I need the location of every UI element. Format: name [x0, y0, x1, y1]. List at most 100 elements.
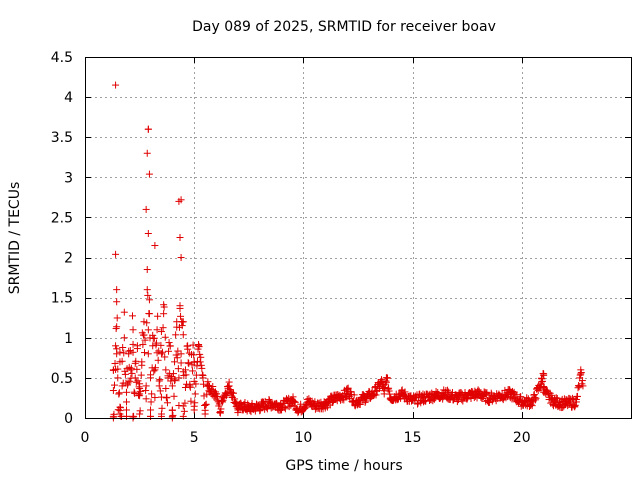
x-tick-label: 5	[190, 430, 199, 446]
data-point	[290, 397, 298, 405]
data-point	[153, 339, 161, 347]
data-point	[545, 390, 553, 398]
data-point	[121, 370, 129, 378]
data-point	[552, 394, 560, 402]
data-point	[186, 380, 194, 388]
data-point	[196, 350, 204, 358]
data-point	[411, 392, 419, 400]
data-point	[133, 345, 141, 353]
x-tick-label: 0	[81, 430, 90, 446]
data-point	[569, 394, 577, 402]
data-point	[287, 401, 295, 409]
y-tick-label: 0.5	[51, 371, 73, 387]
data-point	[417, 392, 425, 400]
data-point	[540, 371, 548, 379]
data-point	[112, 342, 120, 350]
data-point	[381, 384, 389, 392]
data-point	[201, 402, 209, 410]
data-point	[171, 377, 179, 385]
data-point	[578, 377, 586, 385]
data-point	[133, 365, 141, 373]
y-tick-label: 1.5	[51, 291, 73, 307]
data-point	[109, 387, 117, 395]
data-point	[165, 347, 173, 355]
data-point	[281, 403, 289, 411]
data-point	[377, 376, 385, 384]
data-point	[175, 401, 183, 409]
data-point	[528, 402, 536, 410]
data-point	[151, 242, 159, 250]
data-point	[190, 358, 198, 366]
grid-layer	[85, 57, 631, 418]
data-point	[185, 360, 193, 368]
data-point	[214, 393, 222, 401]
data-point	[127, 374, 135, 382]
data-point	[113, 286, 121, 294]
data-point	[176, 234, 184, 241]
data-point	[113, 298, 121, 306]
data-point	[204, 378, 212, 386]
data-point	[191, 399, 199, 407]
data-point	[157, 328, 165, 336]
data-point	[111, 359, 119, 367]
data-point	[122, 388, 130, 396]
data-point	[301, 402, 309, 410]
data-point	[153, 326, 161, 334]
data-point	[219, 398, 227, 406]
data-point	[171, 376, 179, 384]
data-point	[234, 404, 242, 412]
data-point	[144, 291, 152, 299]
data-point	[386, 390, 394, 398]
data-point	[114, 374, 122, 382]
data-point	[141, 336, 149, 344]
data-point	[151, 364, 159, 372]
data-point	[142, 395, 150, 403]
data-point	[115, 390, 123, 398]
data-point	[225, 382, 233, 390]
data-point	[432, 387, 440, 395]
data-point	[169, 370, 177, 378]
data-point	[517, 393, 525, 401]
data-point	[120, 349, 128, 357]
data-point	[143, 319, 151, 327]
data-point	[237, 399, 245, 407]
data-point	[201, 406, 209, 414]
data-point	[168, 373, 176, 381]
data-point	[383, 374, 391, 382]
data-point	[159, 348, 167, 356]
data-point	[149, 342, 157, 350]
data-point	[195, 343, 203, 351]
data-point	[154, 312, 162, 320]
data-point	[174, 347, 182, 355]
data-point	[153, 349, 161, 357]
data-point	[570, 402, 578, 410]
data-point	[578, 380, 586, 388]
y-tick-label: 2	[64, 251, 73, 267]
y-tick-label: 3.5	[51, 130, 73, 146]
data-point	[129, 348, 137, 356]
data-point	[202, 401, 210, 409]
data-point	[381, 380, 389, 388]
data-point	[199, 380, 207, 388]
data-point	[197, 361, 205, 369]
data-point	[128, 369, 136, 377]
data-point	[246, 406, 254, 414]
data-point	[219, 396, 227, 404]
data-point	[143, 286, 151, 294]
data-point	[302, 404, 310, 412]
data-point	[184, 345, 192, 353]
data-point	[144, 326, 152, 334]
data-point	[180, 407, 188, 415]
data-point	[137, 387, 145, 395]
data-point	[131, 389, 139, 397]
data-point	[193, 362, 201, 370]
data-point	[116, 348, 124, 356]
data-point	[118, 357, 126, 365]
data-point	[385, 387, 393, 395]
data-point	[474, 386, 482, 394]
data-point	[162, 384, 170, 392]
data-point	[163, 393, 171, 401]
data-point	[539, 369, 547, 377]
data-point	[573, 392, 581, 400]
